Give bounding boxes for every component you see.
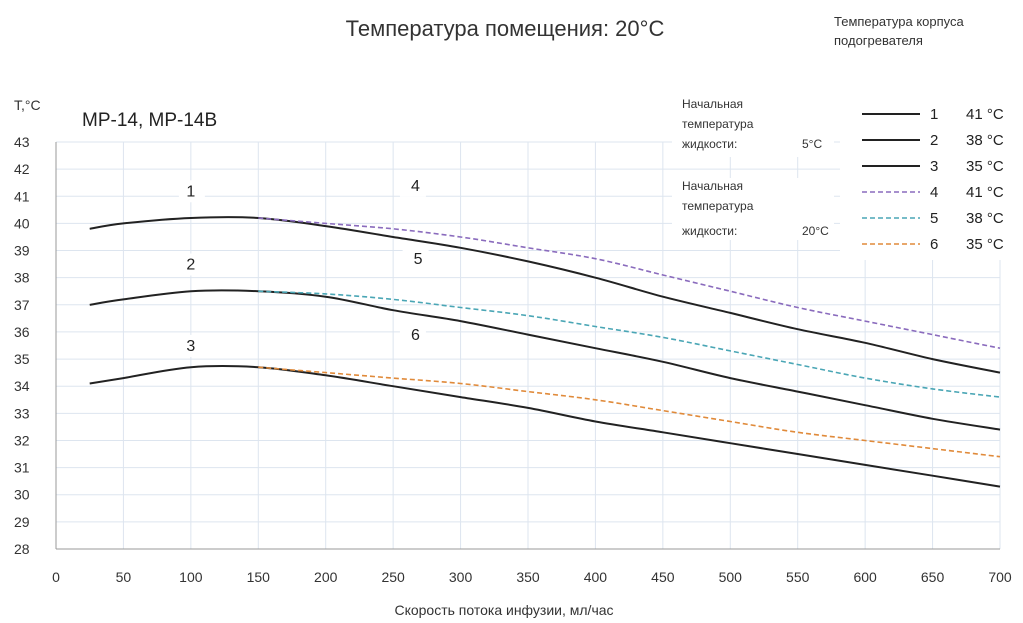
y-tick-label-11: 39 — [14, 243, 30, 259]
x-tick-label-14: 700 — [988, 569, 1012, 585]
y-tick-label-9: 37 — [14, 297, 30, 313]
legend-temp-6: 35 °C — [966, 236, 1004, 253]
y-tick-label-13: 41 — [14, 188, 30, 204]
y-axis-label: T,°C — [14, 97, 41, 113]
x-tick-label-12: 600 — [853, 569, 877, 585]
curve-label-bg-3 — [178, 334, 205, 357]
legend-num-5: 5 — [930, 210, 938, 227]
y-tick-labels: 28 29 30 31 32 33 34 35 36 37 38 39 40 41 42 43 — [14, 134, 30, 557]
x-tick-label-7: 350 — [516, 569, 540, 585]
curve-label-4: 4 — [411, 178, 420, 195]
series-line-2 — [89, 289, 1001, 431]
curve-label-bg-2 — [178, 253, 205, 276]
legend-num-6: 6 — [930, 236, 938, 253]
legend-bg — [840, 100, 1023, 260]
series-line-5 — [258, 290, 1001, 398]
legend-num-3: 3 — [930, 158, 938, 175]
initial-temp-block-2-bg — [672, 178, 834, 240]
curve-label-bg-4 — [399, 174, 426, 197]
x-axis-label: Скорость потока инфузии, мл/час — [394, 602, 613, 618]
x-tick-labels: 0 50 100 150 200 250 300 350 400 450 500 550 600 650 7… — [52, 569, 1012, 585]
initial-temp-2-value: 20°C — [802, 224, 829, 238]
y-tick-label-15: 43 — [14, 134, 30, 150]
curve-label-bg-5 — [402, 248, 429, 271]
initial-temp-2-line1: Начальная — [682, 179, 743, 193]
x-tick-label-4: 200 — [314, 569, 338, 585]
series-line-3 — [89, 364, 1001, 488]
x-tick-label-8: 400 — [584, 569, 608, 585]
y-tick-label-4: 32 — [14, 432, 30, 448]
x-tick-label-5: 250 — [381, 569, 405, 585]
initial-temp-1-line3: жидкости: — [682, 137, 737, 151]
curve-label-6: 6 — [411, 327, 420, 344]
x-tick-label-0: 0 — [52, 569, 60, 585]
curve-label-bg-1 — [178, 180, 205, 203]
x-tick-label-11: 550 — [786, 569, 810, 585]
curve-label-2: 2 — [186, 257, 195, 274]
legend-num-2: 2 — [930, 132, 938, 149]
initial-temp-block-1-bg — [672, 95, 834, 157]
legend-title-line1: Температура корпуса — [834, 14, 965, 29]
legend-temp-2: 38 °C — [966, 132, 1004, 149]
axes — [55, 142, 1000, 550]
initial-temp-1-value: 5°C — [802, 137, 822, 151]
x-tick-label-1: 50 — [116, 569, 132, 585]
curve-label-5: 5 — [414, 251, 423, 268]
x-tick-label-3: 150 — [247, 569, 271, 585]
initial-temp-1-line1: Начальная — [682, 97, 743, 111]
y-tick-label-6: 34 — [14, 378, 30, 394]
y-tick-label-0: 28 — [14, 541, 30, 557]
y-tick-label-3: 31 — [14, 460, 30, 476]
initial-temp-2-line3: жидкости: — [682, 224, 737, 238]
x-tick-label-13: 650 — [921, 569, 945, 585]
x-tick-label-10: 500 — [719, 569, 743, 585]
y-tick-label-14: 42 — [14, 161, 30, 177]
y-tick-label-8: 36 — [14, 324, 30, 340]
legend-temp-1: 41 °C — [966, 106, 1004, 123]
curve-label-bg-6 — [399, 324, 426, 347]
model-label: MP-14, MP-14B — [82, 110, 217, 131]
x-tick-label-2: 100 — [179, 569, 203, 585]
x-tick-label-6: 300 — [449, 569, 473, 585]
series-line-1 — [89, 216, 1001, 374]
series-lines — [89, 216, 1001, 488]
x-tick-label-9: 450 — [651, 569, 675, 585]
curve-label-3: 3 — [186, 338, 195, 355]
series-line-6 — [258, 366, 1001, 458]
legend: 1 41 °C 2 38 °C 3 35 °C 4 41 °C 5 38 °C 6 35 °C — [840, 100, 1023, 260]
legend-temp-4: 41 °C — [966, 184, 1004, 201]
curve-label-1: 1 — [186, 183, 195, 200]
y-tick-label-2: 30 — [14, 487, 30, 503]
legend-num-1: 1 — [930, 106, 938, 123]
y-tick-label-12: 40 — [14, 215, 30, 231]
legend-num-4: 4 — [930, 184, 938, 201]
initial-temp-2-line2: температура — [682, 199, 754, 213]
y-tick-label-10: 38 — [14, 270, 30, 286]
initial-temp-1-line2: температура — [682, 117, 754, 131]
curve-labels: 1 2 3 4 5 6 — [178, 174, 429, 357]
chart-title: Температура помещения: 20°C — [346, 16, 665, 41]
series-line-4 — [258, 217, 1001, 349]
legend-temp-5: 38 °C — [966, 210, 1004, 227]
legend-temp-3: 35 °C — [966, 158, 1004, 175]
y-tick-label-7: 35 — [14, 351, 30, 367]
y-tick-label-1: 29 — [14, 514, 30, 530]
y-tick-label-5: 33 — [14, 405, 30, 421]
legend-title-line2: подогревателя — [834, 33, 923, 48]
